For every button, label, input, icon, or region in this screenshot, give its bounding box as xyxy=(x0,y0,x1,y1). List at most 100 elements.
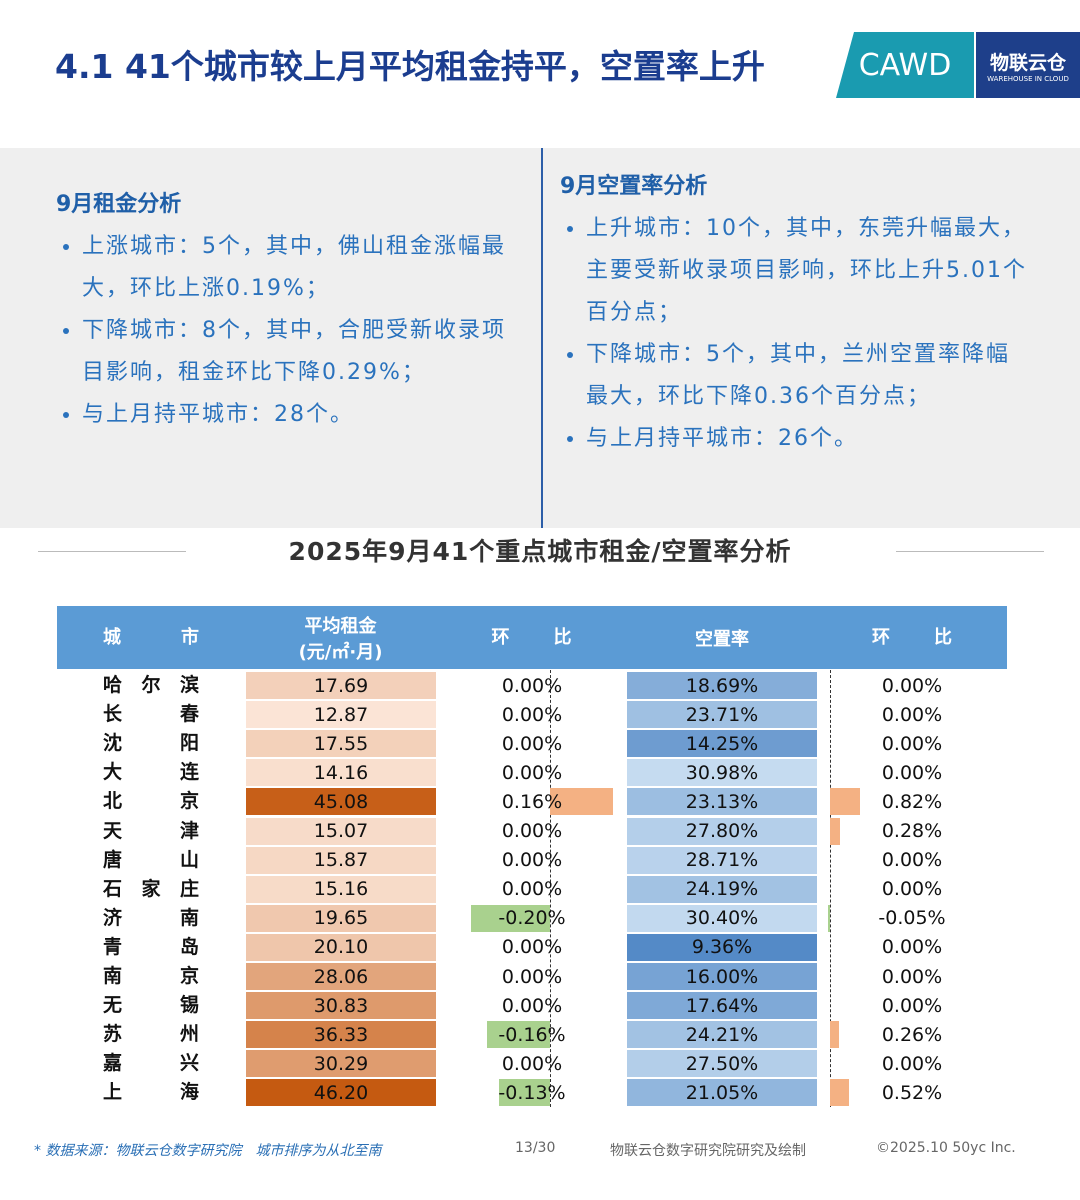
column-title: 9月租金分析 xyxy=(56,192,182,217)
rent-change: 0.00% xyxy=(501,965,563,988)
header-cell: 环比 xyxy=(436,606,627,669)
city-cell: 石家庄 xyxy=(57,876,245,903)
city-cell: 嘉兴 xyxy=(57,1050,245,1077)
rent-cell: 20.10 xyxy=(246,933,436,961)
change-bar xyxy=(830,1079,849,1107)
copyright: ©2025.10 50yc Inc. xyxy=(876,1140,1016,1156)
credit: 物联云仓数字研究院研究及绘制 xyxy=(610,1143,806,1159)
logo-50yc: 物联云仓 WAREHOUSE IN CLOUD xyxy=(976,32,1080,98)
vacancy-cell: 30.40% xyxy=(627,904,817,932)
city-name: 北京 xyxy=(103,790,199,813)
rent-cell: 15.87 xyxy=(246,846,436,874)
vacancy-change: 0.00% xyxy=(881,878,943,901)
change-bar xyxy=(471,904,550,932)
rent-change: 0.00% xyxy=(501,878,563,901)
rent-cell: 46.20 xyxy=(246,1079,436,1107)
page-title: 4.1 41个城市较上月平均租金持平，空置率上升 xyxy=(55,47,765,86)
city-name: 南京 xyxy=(103,965,199,987)
city-cell: 无锡 xyxy=(57,992,245,1019)
header-text: 环比 xyxy=(491,627,572,648)
bullet: 与上月持平城市：26个。 xyxy=(586,418,1030,460)
logo-text: 物联云仓 xyxy=(989,51,1066,74)
vacancy-cell: 23.71% xyxy=(627,701,817,729)
city-name: 哈尔滨 xyxy=(103,674,199,696)
rent-change: 0.00% xyxy=(501,674,563,697)
vacancy-change: 0.82% xyxy=(881,790,943,813)
vacancy-change: 0.00% xyxy=(881,1052,943,1075)
header-text: 城市 xyxy=(103,627,199,648)
vacancy-change: 0.00% xyxy=(881,674,943,697)
city-cell: 北京 xyxy=(57,788,245,815)
city-name: 唐山 xyxy=(103,848,199,871)
vacancy-cell: 17.64% xyxy=(627,992,817,1020)
change-bar xyxy=(550,788,614,816)
rent-cell: 15.07 xyxy=(246,817,436,845)
city-cell: 大连 xyxy=(57,759,245,786)
rent-change: 0.00% xyxy=(501,761,563,784)
city-name: 长春 xyxy=(103,703,199,726)
rent-change: 0.00% xyxy=(501,820,563,842)
header-cell: 环比 xyxy=(817,606,1007,669)
rent-cell: 15.16 xyxy=(246,875,436,903)
column-title: 9月空置率分析 xyxy=(560,174,708,199)
rent-change: 0.00% xyxy=(501,1052,563,1075)
change-bar xyxy=(498,1079,550,1107)
vacancy-change: -0.05% xyxy=(878,907,946,930)
axis-line xyxy=(830,670,831,1107)
vacancy-cell: 18.69% xyxy=(627,672,817,699)
divider xyxy=(541,148,543,528)
source-note: * 数据来源：物联云仓数字研究院 城市排序为从北至南 xyxy=(34,1143,382,1159)
change-bar xyxy=(486,1021,550,1049)
city-name: 沈阳 xyxy=(103,732,199,755)
rent-cell: 17.55 xyxy=(246,730,436,758)
header-cell: 平均租金 (元/㎡·月) xyxy=(245,606,436,669)
header-cell: 城市 xyxy=(57,606,245,669)
logo-cawd: CAWD xyxy=(836,32,974,98)
rent-change: -0.13% xyxy=(498,1081,566,1104)
vacancy-change: 0.00% xyxy=(881,703,943,726)
city-name: 石家庄 xyxy=(103,877,199,900)
city-cell: 唐山 xyxy=(57,847,245,874)
vacancy-cell: 27.80% xyxy=(627,817,817,845)
city-name: 青岛 xyxy=(103,935,199,958)
vacancy-change: 0.52% xyxy=(881,1081,943,1104)
city-cell: 济南 xyxy=(57,905,245,932)
table-title: 2025年9月41个重点城市租金/空置率分析 xyxy=(288,537,792,566)
city-cell: 苏州 xyxy=(57,1021,245,1048)
vacancy-cell: 24.21% xyxy=(627,1021,817,1049)
vacancy-change: 0.00% xyxy=(881,994,943,1017)
city-name: 天津 xyxy=(103,819,199,842)
city-cell: 上海 xyxy=(57,1079,245,1106)
city-cell: 沈阳 xyxy=(57,730,245,757)
bullet: 上升城市：10个，其中，东莞升幅最大，主要受新收录项目影响，环比上升5.01个百… xyxy=(586,208,1030,334)
vacancy-cell: 23.13% xyxy=(627,788,817,816)
city-cell: 南京 xyxy=(57,963,245,990)
vacancy-change: 0.00% xyxy=(881,936,943,959)
vacancy-cell: 30.98% xyxy=(627,759,817,787)
logo-subtext: WAREHOUSE IN CLOUD xyxy=(987,74,1069,83)
rent-cell: 30.29 xyxy=(246,1050,436,1078)
city-name: 上海 xyxy=(103,1081,199,1104)
city-cell: 哈尔滨 xyxy=(57,672,245,699)
rent-change: 0.00% xyxy=(501,732,563,755)
vacancy-cell: 28.71% xyxy=(627,846,817,874)
bullet-list: 上升城市：10个，其中，东莞升幅最大，主要受新收录项目影响，环比上升5.01个百… xyxy=(560,208,1030,460)
analysis-panel xyxy=(0,148,1080,528)
rent-change: 0.00% xyxy=(501,849,563,872)
rent-cell: 36.33 xyxy=(246,1021,436,1049)
rent-cell: 12.87 xyxy=(246,701,436,729)
rent-change: 0.00% xyxy=(501,936,563,959)
bullet-list: 上涨城市：5个，其中，佛山租金涨幅最大，环比上涨0.19%；下降城市：8个，其中… xyxy=(56,226,526,436)
rent-cell: 19.65 xyxy=(246,904,436,932)
bullet: 与上月持平城市：28个。 xyxy=(82,394,526,436)
city-name: 嘉兴 xyxy=(103,1052,199,1075)
page-number: 13/30 xyxy=(515,1140,556,1156)
bullet: 上涨城市：5个，其中，佛山租金涨幅最大，环比上涨0.19%； xyxy=(82,226,526,310)
rent-cell: 17.69 xyxy=(246,672,436,699)
city-name: 无锡 xyxy=(103,994,199,1017)
vacancy-change: 0.00% xyxy=(881,761,943,784)
change-bar xyxy=(830,817,841,845)
analysis-column: 9月空置率分析上升城市：10个，其中，东莞升幅最大，主要受新收录项目影响，环比上… xyxy=(560,168,1030,460)
header-text: 环比 xyxy=(872,627,952,648)
bullet: 下降城市：8个，其中，合肥受新收录项目影响，租金环比下降0.29%； xyxy=(82,310,526,394)
